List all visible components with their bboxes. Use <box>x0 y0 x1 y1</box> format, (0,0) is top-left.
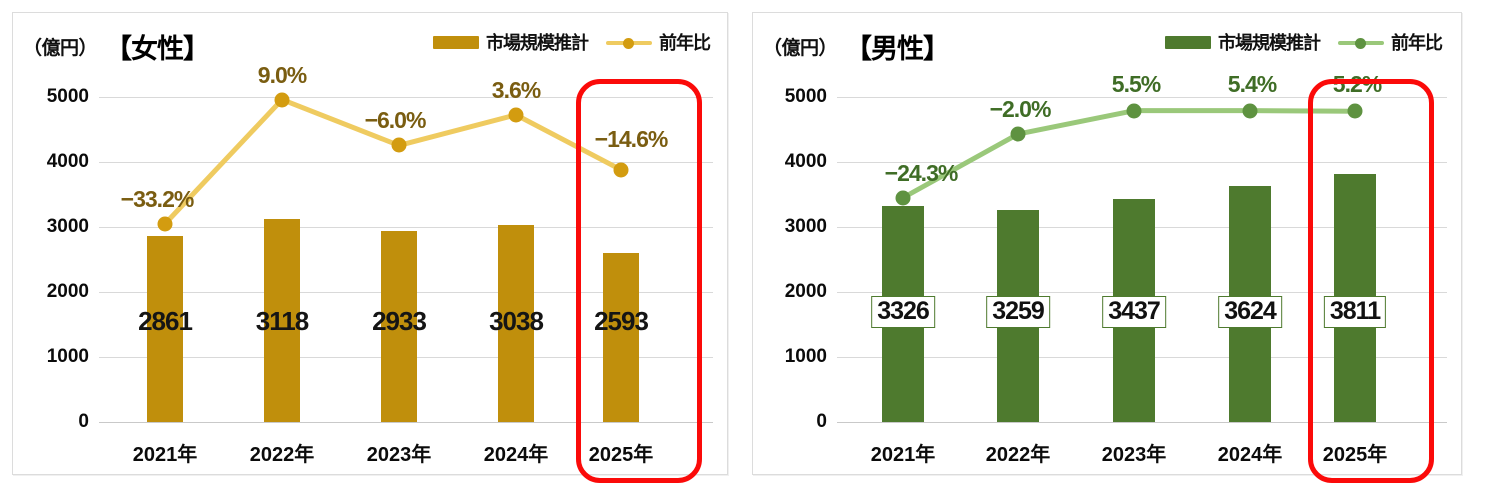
x-axis-tick-2025年: 2025年 <box>1322 444 1388 466</box>
line-marker-2021年[interactable] <box>157 216 173 232</box>
bar-value-label-2021年: 2861 <box>138 306 193 336</box>
bar-value-label-2023年: 3437 <box>1102 296 1166 328</box>
bar-value-label-2021年: 3326 <box>871 296 935 328</box>
chart-panel-male: （億円） 【男性】 市場規模推計 前年比 0 1000 2000 3000 4000 50… <box>752 12 1462 483</box>
y-axis-tick-1000: 1000 <box>784 346 827 367</box>
y-axis-tick-1000: 1000 <box>46 346 89 367</box>
x-axis-tick-2024年: 2024年 <box>483 444 549 466</box>
plot-male: 0 1000 2000 3000 4000 5000 3326 2021年 3259 2022年 3… <box>753 13 1461 483</box>
y-axis-tick-3000: 3000 <box>46 216 89 237</box>
chart-title-male: 【男性】 <box>845 34 950 64</box>
bar-2025年[interactable] <box>603 253 639 422</box>
legend-label-bar: 市場規模推計 <box>486 33 589 53</box>
y-axis-tick-2000: 2000 <box>784 281 827 302</box>
legend-male: 市場規模推計 前年比 <box>1165 29 1443 55</box>
x-axis-tick-2021年: 2021年 <box>870 444 936 466</box>
bar-2023年[interactable] <box>381 231 417 422</box>
yoy-pct-label-2022年: −2.0% <box>989 96 1052 123</box>
x-axis-line <box>837 422 1447 423</box>
legend-entry-line-female[interactable]: 前年比 <box>606 29 711 55</box>
yoy-pct-label-2023年: −6.0% <box>364 107 427 134</box>
legend-label-line: 前年比 <box>659 33 711 53</box>
legend-female: 市場規模推計 前年比 <box>433 29 711 55</box>
bar-value-label-2023年: 2933 <box>372 306 427 336</box>
plot-female: 0 1000 2000 3000 4000 5000 2861 2021年 3118 2022年 2… <box>13 13 727 483</box>
gridline <box>837 97 1447 98</box>
y-axis-tick-0: 0 <box>78 411 89 432</box>
gridline <box>99 227 713 228</box>
x-axis-line <box>99 422 713 423</box>
chart-area-female: （億円） 【女性】 市場規模推計 前年比 0 1000 2000 3000 4000 50… <box>13 13 727 483</box>
bar-value-label-2024年: 3624 <box>1218 296 1282 328</box>
bar-2022年[interactable] <box>264 219 300 422</box>
y-axis-unit-label-female: （億円） <box>23 38 98 59</box>
line-marker-2024年[interactable] <box>1242 103 1258 119</box>
yoy-pct-label-2021年: −33.2% <box>120 185 195 212</box>
x-axis-tick-2025年: 2025年 <box>588 444 654 466</box>
line-marker-2023年[interactable] <box>1126 103 1142 119</box>
y-axis-tick-4000: 4000 <box>784 151 827 172</box>
chart-area-male: （億円） 【男性】 市場規模推計 前年比 0 1000 2000 3000 4000 50… <box>753 13 1461 483</box>
x-axis-tick-2021年: 2021年 <box>132 444 198 466</box>
line-marker-2022年[interactable] <box>1010 126 1026 142</box>
line-marker-2024年[interactable] <box>508 107 524 123</box>
y-axis-tick-3000: 3000 <box>784 216 827 237</box>
gridline <box>99 162 713 163</box>
line-marker-2025年[interactable] <box>1347 103 1363 119</box>
y-axis-tick-4000: 4000 <box>46 151 89 172</box>
yoy-pct-label-2024年: 5.4% <box>1227 70 1277 97</box>
legend-entry-line-male[interactable]: 前年比 <box>1338 29 1443 55</box>
y-axis-tick-0: 0 <box>816 411 827 432</box>
legend-bar-swatch-icon <box>433 35 479 49</box>
bar-2021年[interactable] <box>147 236 183 422</box>
y-axis-tick-5000: 5000 <box>46 86 89 107</box>
line-marker-2025年[interactable] <box>613 162 629 178</box>
chart-panel-female: （億円） 【女性】 市場規模推計 前年比 0 1000 2000 3000 4000 50… <box>12 12 728 483</box>
yoy-pct-label-2021年: −24.3% <box>884 159 959 186</box>
yoy-pct-label-2024年: 3.6% <box>491 76 541 103</box>
yoy-line-series <box>162 97 624 227</box>
gridline <box>99 97 713 98</box>
gridline <box>837 162 1447 163</box>
line-marker-2023年[interactable] <box>391 137 407 153</box>
x-axis-tick-2022年: 2022年 <box>249 444 315 466</box>
bar-2024年[interactable] <box>498 224 534 422</box>
bar-value-label-2022年: 3118 <box>255 306 309 336</box>
y-axis-tick-2000: 2000 <box>46 281 89 302</box>
x-axis-tick-2024年: 2024年 <box>1217 444 1283 466</box>
yoy-pct-label-2025年: −14.6% <box>594 125 669 152</box>
yoy-pct-label-2022年: 9.0% <box>257 61 307 88</box>
y-axis-tick-5000: 5000 <box>784 86 827 107</box>
legend-bar-swatch-icon <box>1165 35 1211 49</box>
line-marker-2021年[interactable] <box>895 190 911 206</box>
bar-value-label-2025年: 2593 <box>594 306 649 336</box>
legend-line-swatch-icon <box>606 36 652 49</box>
bar-value-label-2025年: 3811 <box>1323 296 1387 328</box>
x-axis-tick-2023年: 2023年 <box>366 444 432 466</box>
yoy-pct-label-2025年: 5.2% <box>1332 71 1382 98</box>
chart-title-female: 【女性】 <box>105 34 210 64</box>
legend-line-swatch-icon <box>1338 36 1384 49</box>
x-axis-tick-2022年: 2022年 <box>985 444 1051 466</box>
legend-entry-bar-female[interactable]: 市場規模推計 <box>433 29 589 55</box>
line-marker-2022年[interactable] <box>274 92 290 108</box>
bar-value-label-2024年: 3038 <box>489 306 544 336</box>
bar-value-label-2022年: 3259 <box>986 296 1050 328</box>
legend-label-bar: 市場規模推計 <box>1218 33 1321 53</box>
legend-label-line: 前年比 <box>1391 33 1443 53</box>
yoy-pct-label-2023年: 5.5% <box>1111 70 1161 97</box>
x-axis-tick-2023年: 2023年 <box>1101 444 1167 466</box>
legend-entry-bar-male[interactable]: 市場規模推計 <box>1165 29 1321 55</box>
y-axis-unit-label-male: （億円） <box>763 38 838 59</box>
